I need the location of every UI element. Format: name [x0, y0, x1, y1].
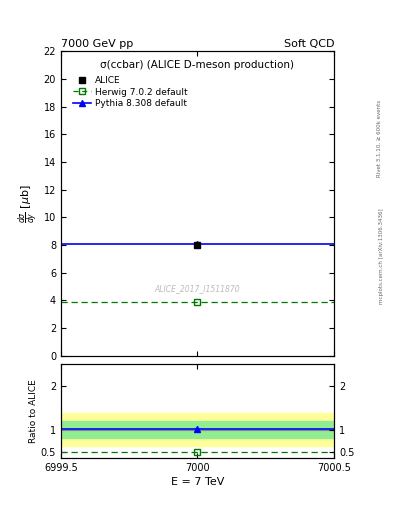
Y-axis label: $\frac{d\sigma}{dy}$ [$\mu$b]: $\frac{d\sigma}{dy}$ [$\mu$b]	[17, 184, 41, 223]
Text: mcplots.cern.ch [arXiv:1306.3436]: mcplots.cern.ch [arXiv:1306.3436]	[380, 208, 384, 304]
Text: Rivet 3.1.10, ≥ 600k events: Rivet 3.1.10, ≥ 600k events	[377, 100, 382, 177]
Text: 7000 GeV pp: 7000 GeV pp	[61, 38, 133, 49]
X-axis label: E = 7 TeV: E = 7 TeV	[171, 477, 224, 487]
Legend: ALICE, Herwig 7.0.2 default, Pythia 8.308 default: ALICE, Herwig 7.0.2 default, Pythia 8.30…	[71, 74, 190, 110]
Text: σ(ccbar) (ALICE D-meson production): σ(ccbar) (ALICE D-meson production)	[101, 60, 294, 70]
Y-axis label: Ratio to ALICE: Ratio to ALICE	[29, 379, 38, 443]
Text: ALICE_2017_I1511870: ALICE_2017_I1511870	[155, 284, 240, 293]
Text: Soft QCD: Soft QCD	[284, 38, 334, 49]
